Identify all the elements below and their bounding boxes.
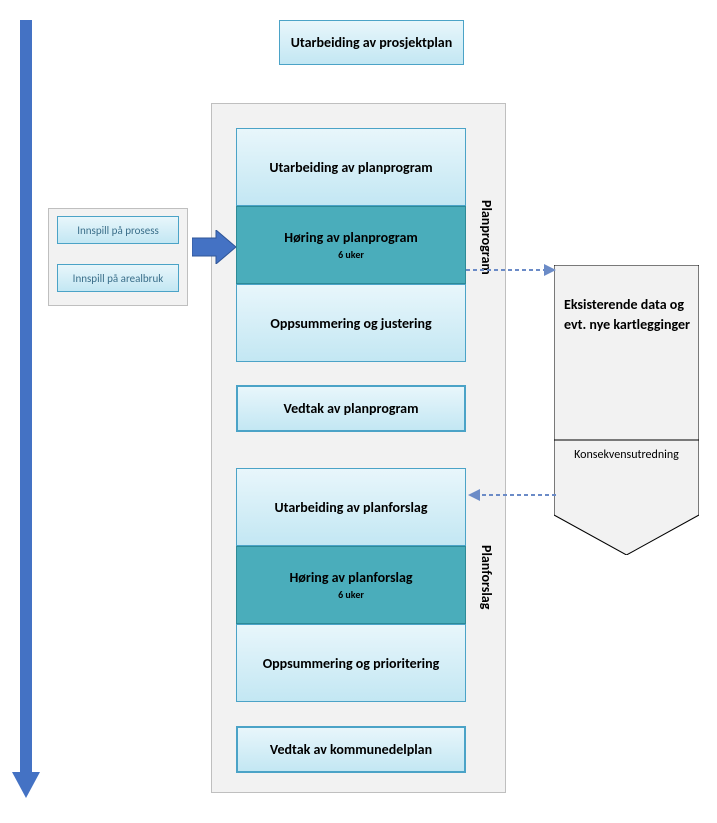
row-label: Høring av planprogram: [284, 229, 418, 246]
input-box-label: Innspill på arealbruk: [73, 272, 164, 285]
section2-row-2: Oppsummering og prioritering: [236, 624, 466, 702]
dashed-arrow-right: [466, 260, 558, 280]
top-box-label: Utarbeiding av prosjektplan: [291, 34, 452, 51]
row-sublabel: 6 uker: [338, 248, 364, 261]
vedtak1-box: Vedtak av planprogram: [236, 385, 466, 432]
input-box-prosess: Innspill på prosess: [57, 216, 179, 244]
row-label: Oppsummering og prioritering: [263, 655, 440, 672]
right-panel-top-text: Eksisterende data og evt. nye kartleggin…: [564, 295, 692, 334]
dashed-arrow-left: [466, 485, 558, 505]
right-panel-bottom-text: Konsekvensutredning: [556, 448, 697, 462]
input-box-arealbruk: Innspill på arealbruk: [57, 264, 179, 292]
section1-row-0: Utarbeiding av planprogram: [236, 128, 466, 206]
section2-row-1: Høring av planforslag 6 uker: [236, 546, 466, 624]
row-label: Utarbeiding av planforslag: [275, 499, 428, 516]
row-label: Høring av planforslag: [289, 569, 412, 586]
block-arrow: [192, 230, 236, 264]
timeline-arrow: [12, 20, 40, 798]
vedtak2-label: Vedtak av kommunedelplan: [270, 741, 432, 758]
section1-row-1: Høring av planprogram 6 uker: [236, 206, 466, 284]
vedtak1-label: Vedtak av planprogram: [284, 400, 419, 417]
input-box-label: Innspill på prosess: [77, 224, 159, 237]
section2-row-0: Utarbeiding av planforslag: [236, 468, 466, 546]
row-label: Utarbeiding av planprogram: [269, 159, 432, 176]
row-sublabel: 6 uker: [338, 588, 364, 601]
vedtak2-box: Vedtak av kommunedelplan: [236, 726, 466, 773]
section1-row-2: Oppsummering og justering: [236, 284, 466, 362]
top-box: Utarbeiding av prosjektplan: [279, 20, 464, 65]
section2-vertical-label: Planforslag: [478, 545, 495, 609]
row-label: Oppsummering og justering: [270, 315, 431, 332]
diagram-container: Utarbeiding av prosjektplan Innspill på …: [0, 0, 717, 823]
